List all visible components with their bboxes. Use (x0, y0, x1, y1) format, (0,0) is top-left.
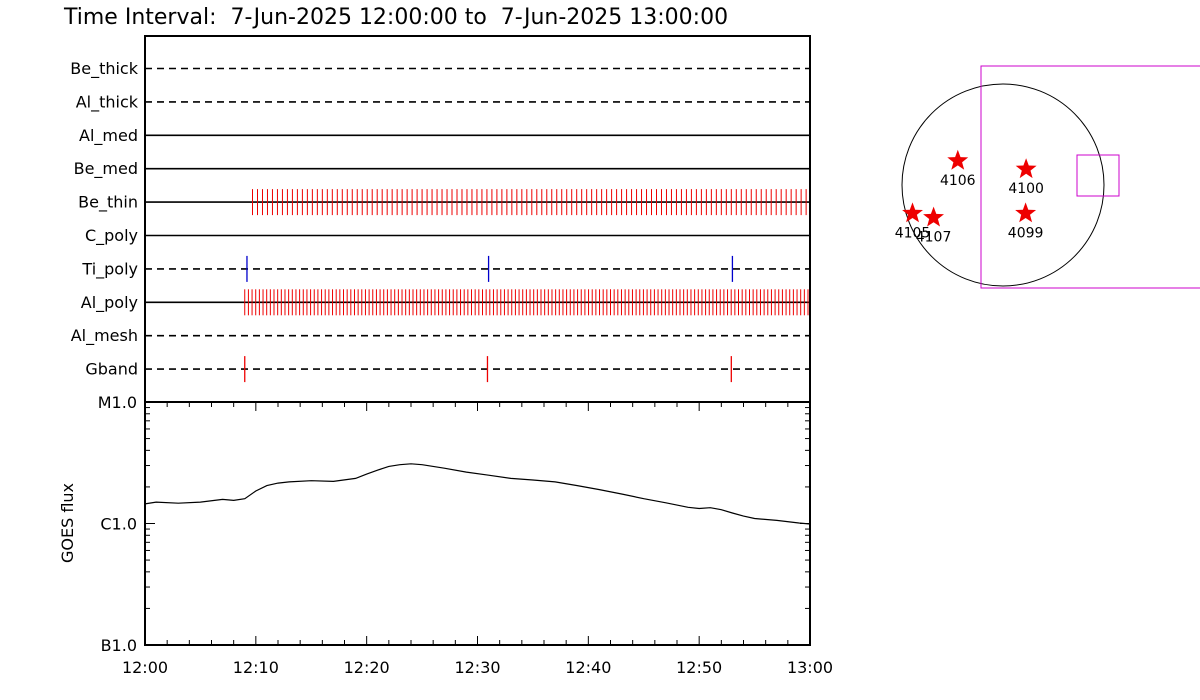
active-region-star (1015, 158, 1037, 179)
timeline-row-label: C_poly (85, 226, 138, 246)
timeline-row-label: Al_poly (81, 293, 138, 313)
timeline-row-label: Al_thick (76, 92, 139, 112)
active-region-star (923, 206, 944, 227)
active-region-label: 4100 (1008, 181, 1044, 197)
fov-box-small (1076, 154, 1120, 197)
chart-title: Time Interval: 7-Jun-2025 12:00:00 to 7-… (63, 5, 728, 30)
x-tick-label: 12:40 (565, 658, 611, 677)
active-region-star (902, 202, 923, 223)
timeline-row-label: Be_med (74, 159, 138, 179)
y-tick-label: B1.0 (101, 636, 137, 655)
fov-box-large (980, 65, 1200, 289)
x-tick-label: 12:00 (122, 658, 168, 677)
x-tick-label: 12:30 (454, 658, 500, 677)
timeline-row-label: Be_thin (78, 193, 138, 213)
active-region-label: 4107 (916, 230, 952, 246)
x-tick-label: 12:10 (233, 658, 279, 677)
active-region-label: 4099 (1008, 225, 1044, 241)
solar-limb-circle (901, 83, 1105, 287)
active-region-star (947, 149, 969, 170)
timeline-row-label: Al_mesh (71, 326, 138, 346)
timeline-row-label: Be_thick (70, 59, 138, 79)
x-tick-label: 12:20 (344, 658, 390, 677)
goes-flux-line (144, 463, 811, 525)
x-tick-label: 13:00 (787, 658, 833, 677)
active-region-star (1015, 202, 1037, 223)
filter-timeline-panel: Be_thick Al_thick Al_med Be_med Be_thin C_pol… (70, 35, 811, 403)
timeline-row-label: Gband (85, 360, 138, 379)
active-region-label: 4106 (940, 173, 976, 189)
active-region-label: 4105 (895, 225, 931, 241)
goes-flux-panel: B1.0 C1.0 M1.0 12:00 12:10 12:20 12:30 12:40 12:… (58, 393, 833, 677)
y-tick-label: M1.0 (98, 393, 137, 412)
timeline-row-label: Al_med (79, 126, 138, 146)
timeline-row-label: Ti_poly (81, 259, 138, 279)
y-tick-label: C1.0 (100, 515, 137, 534)
y-axis-label: GOES flux (58, 483, 77, 563)
goes-frame (144, 401, 811, 646)
x-tick-label: 12:50 (676, 658, 722, 677)
